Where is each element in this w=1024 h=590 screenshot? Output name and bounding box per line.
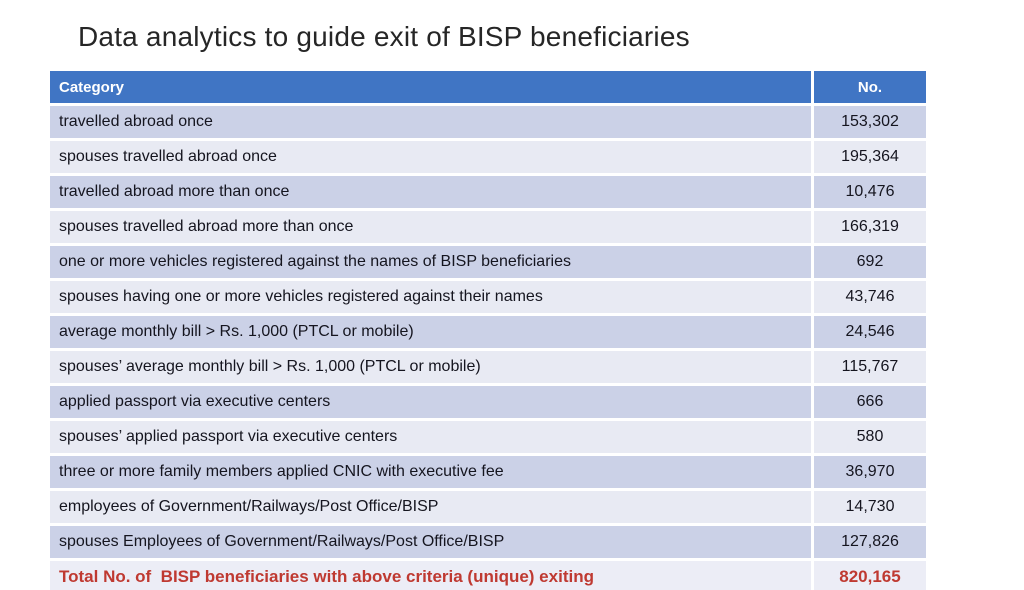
category-cell: applied passport via executive centers — [50, 386, 811, 418]
table-header-row: Category No. — [50, 71, 926, 103]
number-cell: 692 — [814, 246, 926, 278]
category-cell: spouses Employees of Government/Railways… — [50, 526, 811, 558]
total-value: 820,165 — [814, 561, 926, 590]
category-cell: travelled abroad once — [50, 106, 811, 138]
table-total-row: Total No. of BISP beneficiaries with abo… — [50, 561, 926, 590]
category-cell: spouses’ average monthly bill > Rs. 1,00… — [50, 351, 811, 383]
category-cell: one or more vehicles registered against … — [50, 246, 811, 278]
table-row: travelled abroad once 153,302 — [50, 106, 926, 138]
table-row: average monthly bill > Rs. 1,000 (PTCL o… — [50, 316, 926, 348]
category-cell: average monthly bill > Rs. 1,000 (PTCL o… — [50, 316, 811, 348]
table-row: spouses travelled abroad once 195,364 — [50, 141, 926, 173]
category-cell: employees of Government/Railways/Post Of… — [50, 491, 811, 523]
table-row: travelled abroad more than once 10,476 — [50, 176, 926, 208]
number-cell: 24,546 — [814, 316, 926, 348]
category-cell: spouses having one or more vehicles regi… — [50, 281, 811, 313]
category-cell: three or more family members applied CNI… — [50, 456, 811, 488]
total-label: Total No. of BISP beneficiaries with abo… — [50, 561, 811, 590]
beneficiaries-table: Category No. travelled abroad once 153,3… — [47, 68, 929, 590]
column-header-number: No. — [814, 71, 926, 103]
number-cell: 166,319 — [814, 211, 926, 243]
page-title: Data analytics to guide exit of BISP ben… — [78, 21, 690, 52]
table-row: employees of Government/Railways/Post Of… — [50, 491, 926, 523]
table-row: spouses’ applied passport via executive … — [50, 421, 926, 453]
number-cell: 14,730 — [814, 491, 926, 523]
table-row: one or more vehicles registered against … — [50, 246, 926, 278]
category-cell: spouses’ applied passport via executive … — [50, 421, 811, 453]
table-row: applied passport via executive centers 6… — [50, 386, 926, 418]
table-row: three or more family members applied CNI… — [50, 456, 926, 488]
table-row: spouses having one or more vehicles regi… — [50, 281, 926, 313]
number-cell: 153,302 — [814, 106, 926, 138]
number-cell: 127,826 — [814, 526, 926, 558]
column-header-category: Category — [50, 71, 811, 103]
number-cell: 36,970 — [814, 456, 926, 488]
table-row: spouses travelled abroad more than once … — [50, 211, 926, 243]
category-cell: travelled abroad more than once — [50, 176, 811, 208]
number-cell: 43,746 — [814, 281, 926, 313]
number-cell: 10,476 — [814, 176, 926, 208]
number-cell: 666 — [814, 386, 926, 418]
number-cell: 195,364 — [814, 141, 926, 173]
category-cell: spouses travelled abroad more than once — [50, 211, 811, 243]
table-row: spouses Employees of Government/Railways… — [50, 526, 926, 558]
number-cell: 115,767 — [814, 351, 926, 383]
category-cell: spouses travelled abroad once — [50, 141, 811, 173]
number-cell: 580 — [814, 421, 926, 453]
table-row: spouses’ average monthly bill > Rs. 1,00… — [50, 351, 926, 383]
